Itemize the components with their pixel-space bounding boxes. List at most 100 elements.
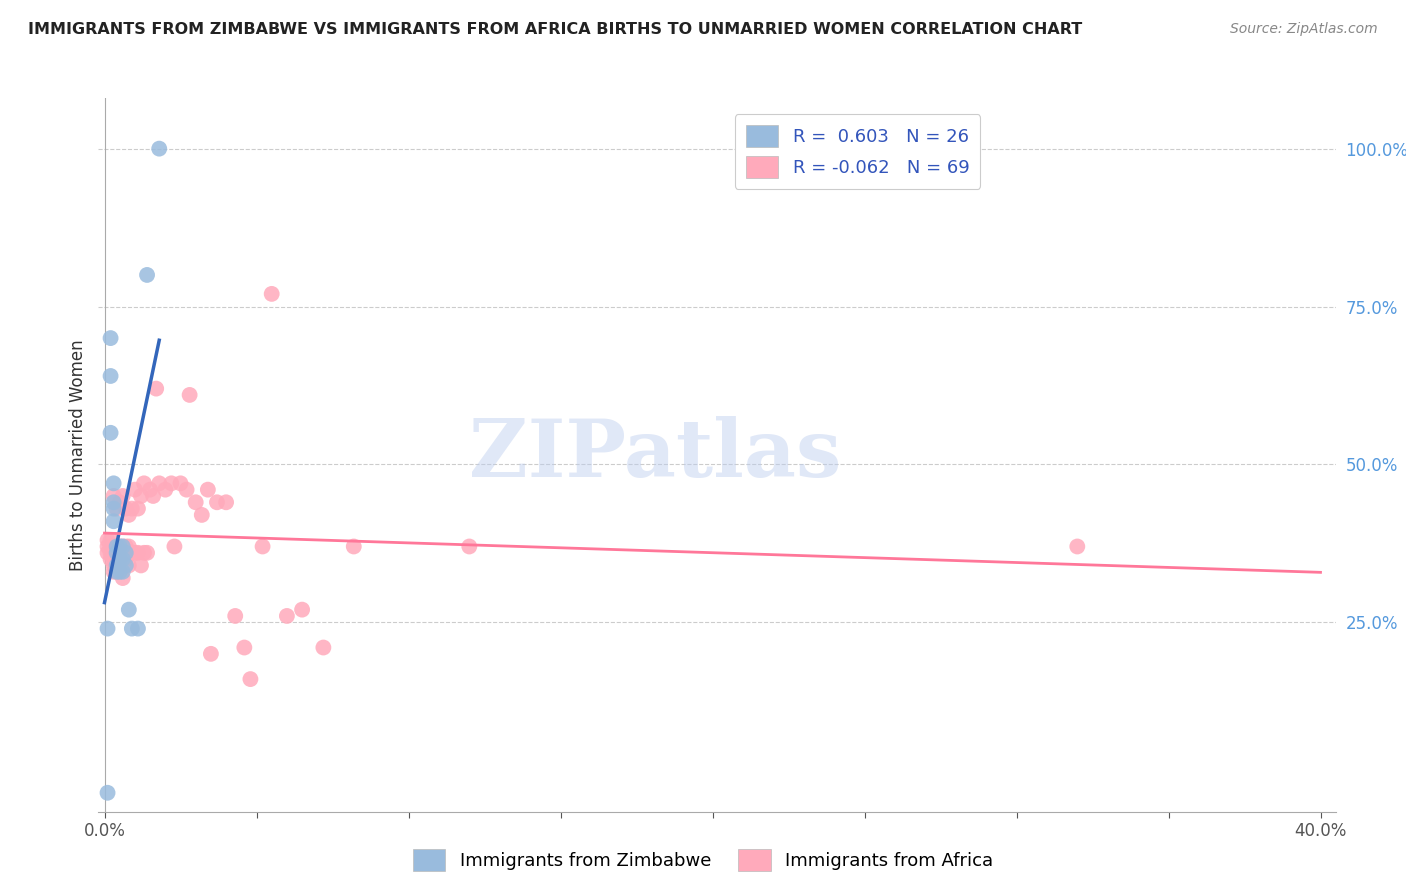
- Point: [224, 609, 246, 624]
- Point: [103, 495, 125, 509]
- Point: [108, 565, 131, 579]
- Point: [100, 546, 122, 560]
- Point: [114, 501, 136, 516]
- Point: [176, 483, 198, 497]
- Point: [103, 552, 125, 566]
- Point: [96, 533, 118, 548]
- Point: [103, 476, 125, 491]
- Point: [108, 495, 131, 509]
- Point: [260, 286, 283, 301]
- Point: [205, 495, 228, 509]
- Point: [111, 489, 134, 503]
- Point: [105, 540, 128, 554]
- Point: [233, 640, 256, 655]
- Text: Source: ZipAtlas.com: Source: ZipAtlas.com: [1230, 22, 1378, 37]
- Point: [105, 546, 128, 560]
- Point: [145, 382, 167, 396]
- Point: [103, 501, 125, 516]
- Point: [312, 640, 335, 655]
- Point: [100, 540, 122, 554]
- Point: [118, 558, 141, 573]
- Point: [148, 142, 170, 156]
- Point: [96, 622, 118, 636]
- Point: [252, 540, 274, 554]
- Point: [105, 558, 128, 573]
- Point: [132, 546, 155, 560]
- Point: [276, 609, 298, 624]
- Point: [139, 483, 162, 497]
- Point: [96, 786, 118, 800]
- Point: [100, 425, 122, 440]
- Point: [179, 388, 201, 402]
- Point: [105, 540, 128, 554]
- Point: [200, 647, 222, 661]
- Point: [136, 268, 159, 282]
- Point: [136, 546, 159, 560]
- Point: [124, 546, 146, 560]
- Point: [108, 565, 131, 579]
- Point: [129, 558, 152, 573]
- Point: [132, 476, 155, 491]
- Point: [108, 540, 131, 554]
- Point: [103, 514, 125, 528]
- Point: [458, 540, 481, 554]
- Point: [121, 546, 143, 560]
- Point: [111, 540, 134, 554]
- Point: [111, 552, 134, 566]
- Point: [1066, 540, 1088, 554]
- Point: [114, 552, 136, 566]
- Point: [155, 483, 177, 497]
- Point: [118, 508, 141, 522]
- Point: [148, 476, 170, 491]
- Point: [111, 565, 134, 579]
- Point: [105, 565, 128, 579]
- Text: IMMIGRANTS FROM ZIMBABWE VS IMMIGRANTS FROM AFRICA BIRTHS TO UNMARRIED WOMEN COR: IMMIGRANTS FROM ZIMBABWE VS IMMIGRANTS F…: [28, 22, 1083, 37]
- Point: [103, 565, 125, 579]
- Point: [127, 622, 149, 636]
- Point: [105, 501, 128, 516]
- Point: [118, 602, 141, 616]
- Point: [343, 540, 366, 554]
- Point: [127, 501, 149, 516]
- Point: [127, 546, 149, 560]
- Point: [96, 546, 118, 560]
- Point: [105, 558, 128, 573]
- Point: [103, 558, 125, 573]
- Y-axis label: Births to Unmarried Women: Births to Unmarried Women: [69, 339, 87, 571]
- Point: [100, 331, 122, 345]
- Point: [239, 672, 262, 686]
- Point: [96, 540, 118, 554]
- Legend: Immigrants from Zimbabwe, Immigrants from Africa: Immigrants from Zimbabwe, Immigrants fro…: [405, 842, 1001, 879]
- Point: [163, 540, 186, 554]
- Point: [124, 483, 146, 497]
- Point: [111, 552, 134, 566]
- Point: [121, 622, 143, 636]
- Point: [111, 571, 134, 585]
- Text: ZIPatlas: ZIPatlas: [470, 416, 841, 494]
- Point: [108, 540, 131, 554]
- Point: [100, 533, 122, 548]
- Point: [103, 540, 125, 554]
- Point: [291, 602, 314, 616]
- Point: [105, 546, 128, 560]
- Point: [191, 508, 214, 522]
- Point: [142, 489, 165, 503]
- Point: [108, 552, 131, 566]
- Point: [114, 540, 136, 554]
- Point: [108, 552, 131, 566]
- Legend: R =  0.603   N = 26, R = -0.062   N = 69: R = 0.603 N = 26, R = -0.062 N = 69: [735, 114, 980, 189]
- Point: [184, 495, 207, 509]
- Point: [114, 546, 136, 560]
- Point: [118, 540, 141, 554]
- Point: [114, 558, 136, 573]
- Point: [160, 476, 183, 491]
- Point: [111, 540, 134, 554]
- Point: [100, 369, 122, 384]
- Point: [169, 476, 191, 491]
- Point: [129, 489, 152, 503]
- Point: [121, 501, 143, 516]
- Point: [197, 483, 219, 497]
- Point: [100, 552, 122, 566]
- Point: [215, 495, 238, 509]
- Point: [103, 489, 125, 503]
